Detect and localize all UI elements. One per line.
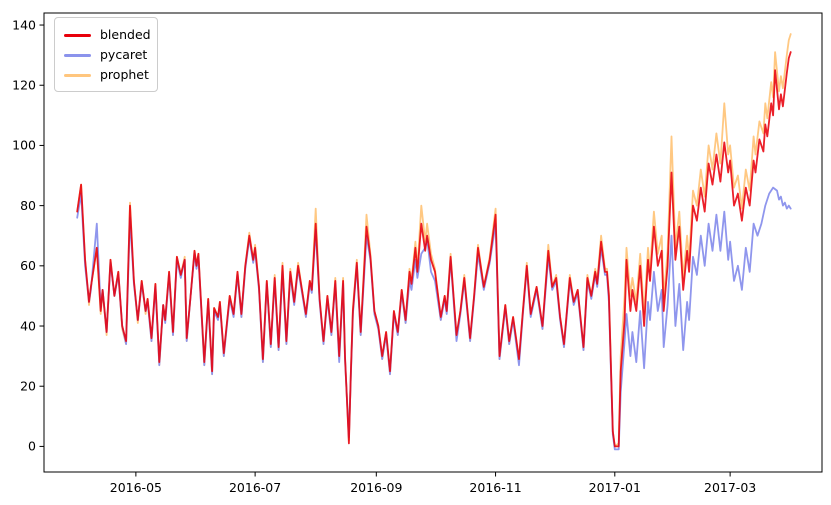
x-tick-label: 2017-01 bbox=[589, 480, 641, 495]
x-tick-label: 2016-07 bbox=[229, 480, 281, 495]
x-tick-label: 2017-03 bbox=[704, 480, 756, 495]
legend-item-pycaret: pycaret bbox=[64, 45, 148, 65]
y-tick-label: 120 bbox=[12, 78, 36, 93]
prophet-line-swatch bbox=[64, 73, 91, 77]
legend-label-prophet: prophet bbox=[100, 66, 149, 82]
legend: blended pycaret prophet bbox=[54, 17, 158, 92]
legend-label-pycaret: pycaret bbox=[100, 46, 148, 62]
legend-label-blended: blended bbox=[100, 26, 151, 42]
series-line-blended bbox=[76, 51, 792, 448]
y-tick-label: 20 bbox=[20, 379, 36, 394]
y-tick-label: 140 bbox=[12, 17, 36, 32]
x-tick-label: 2016-05 bbox=[110, 480, 162, 495]
x-tick-label: 2016-09 bbox=[350, 480, 402, 495]
pycaret-line-swatch bbox=[64, 53, 91, 57]
legend-item-blended: blended bbox=[64, 25, 151, 45]
plot-area bbox=[43, 12, 823, 473]
legend-item-prophet: prophet bbox=[64, 65, 149, 85]
x-tick-label: 2016-11 bbox=[469, 480, 521, 495]
y-tick-label: 0 bbox=[28, 439, 36, 454]
series-line-prophet bbox=[76, 33, 792, 448]
y-tick-label: 60 bbox=[20, 258, 36, 273]
y-tick-label: 100 bbox=[12, 138, 36, 153]
y-tick-label: 80 bbox=[20, 198, 36, 213]
series-line-pycaret bbox=[76, 186, 792, 451]
y-tick-label: 40 bbox=[20, 318, 36, 333]
blended-line-swatch bbox=[64, 33, 91, 37]
